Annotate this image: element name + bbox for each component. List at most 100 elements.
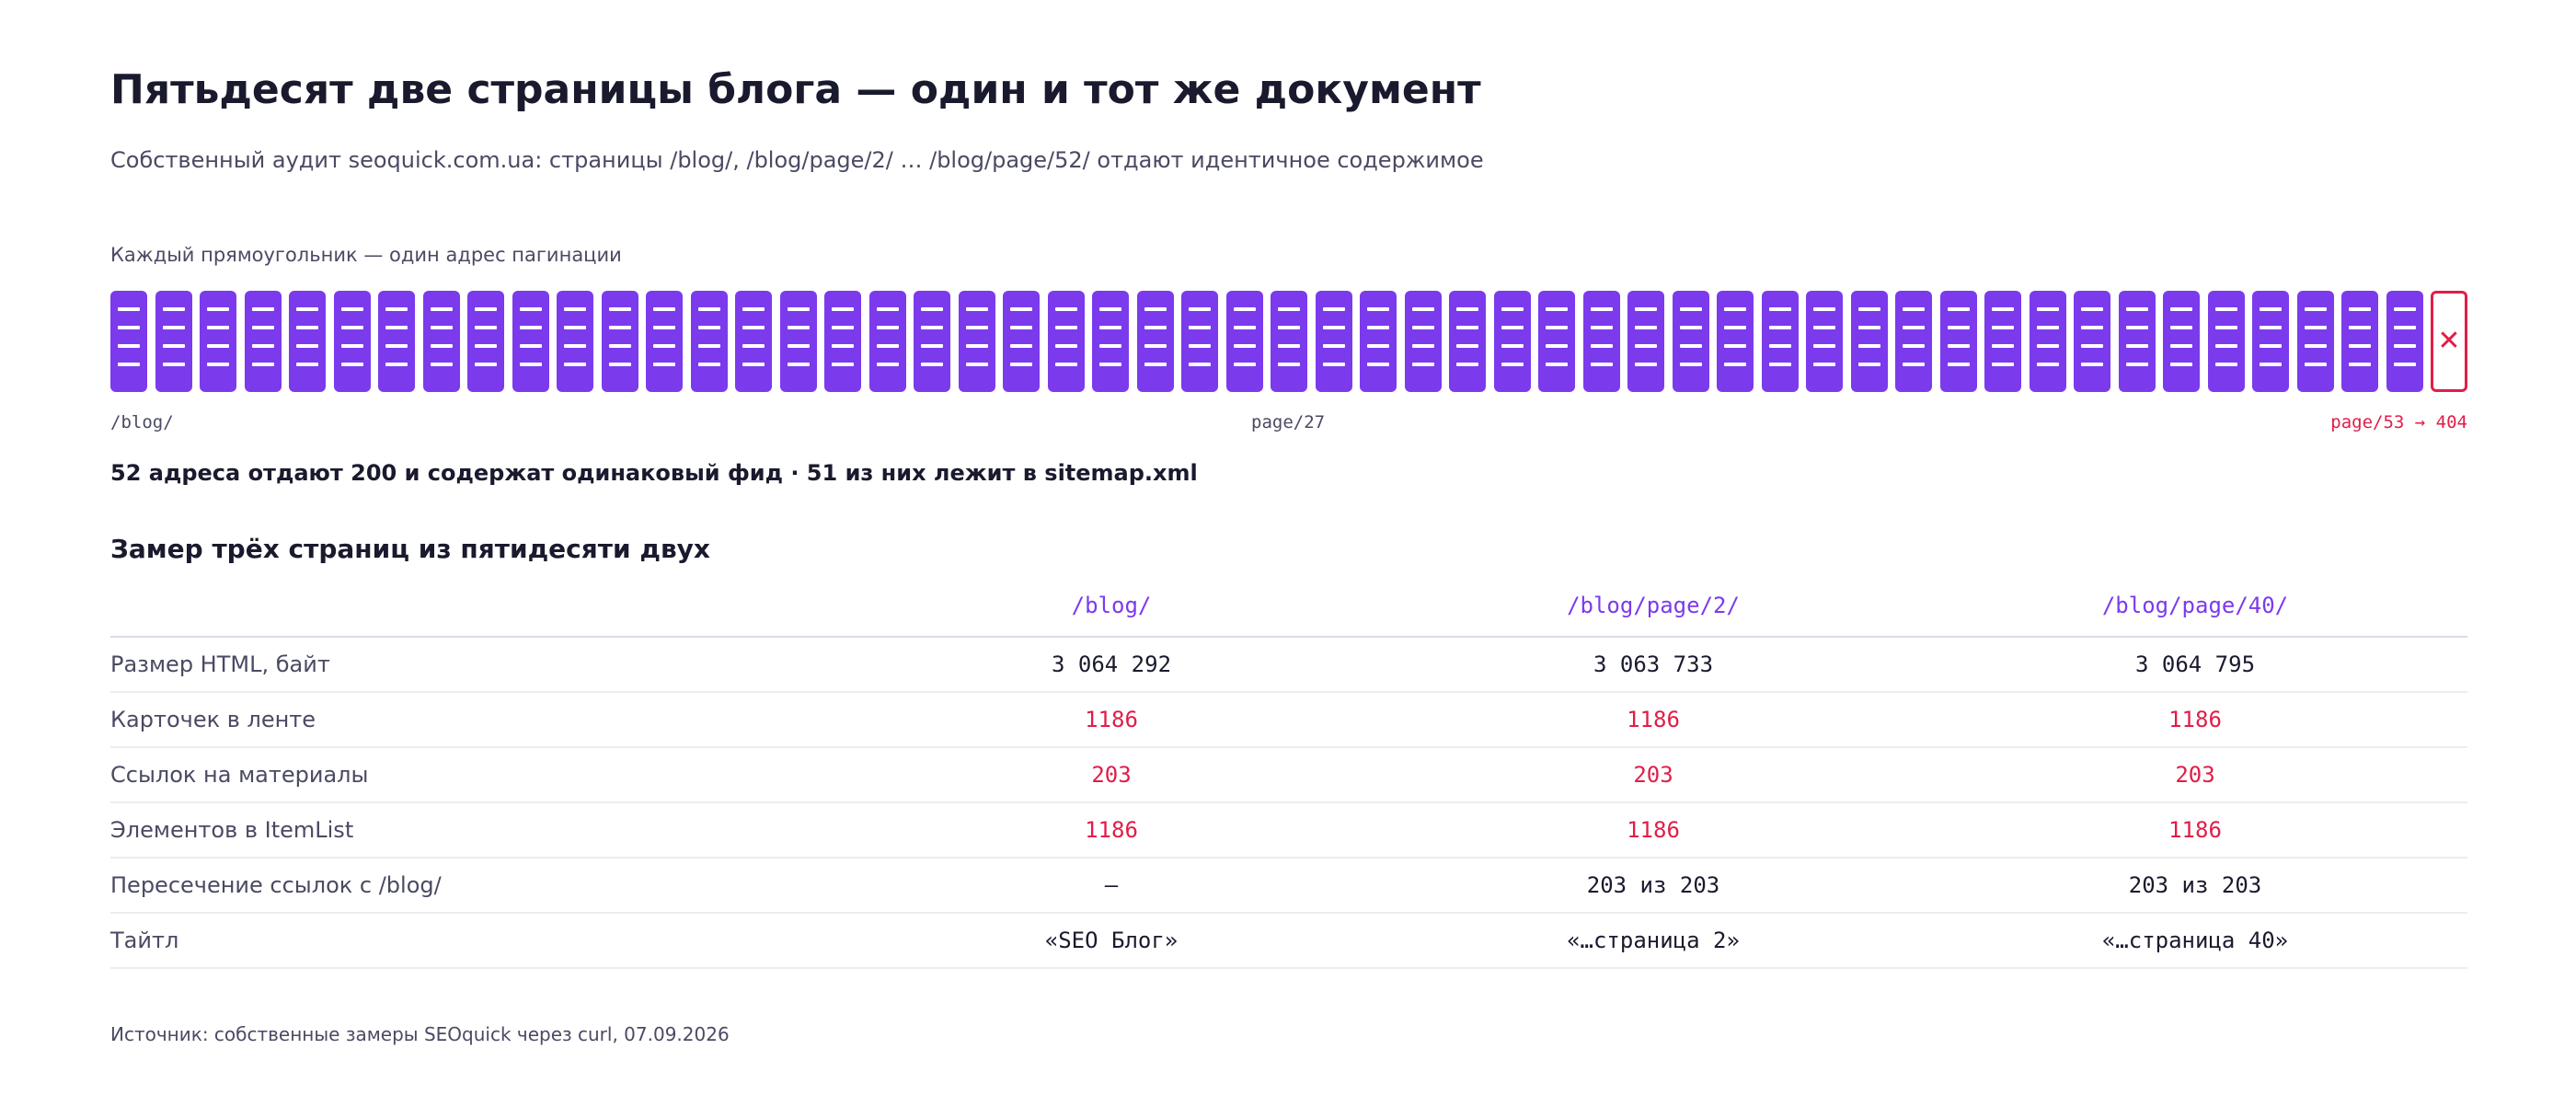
table-cell: «…страница 40» [2101, 928, 2289, 953]
text-line-mark [475, 307, 497, 311]
page-block [690, 291, 728, 392]
text-line-mark [1322, 307, 1345, 311]
text-line-mark [430, 326, 453, 329]
text-line-mark [2170, 344, 2192, 348]
text-line-mark [1813, 363, 1835, 366]
page-block [868, 291, 906, 392]
text-line-mark [2081, 326, 2103, 329]
text-line-mark [118, 326, 140, 329]
text-line-mark [296, 344, 318, 348]
page-block [1181, 291, 1218, 392]
text-line-mark [1456, 307, 1478, 311]
row-label: Размер HTML, байт [110, 651, 330, 677]
text-line-mark [832, 344, 854, 348]
text-line-mark [1233, 363, 1256, 366]
page-block [1627, 291, 1664, 392]
text-line-mark [162, 307, 185, 311]
text-line-mark [162, 326, 185, 329]
page-block [914, 291, 950, 392]
page-block [824, 291, 861, 392]
table-cell: 3 064 292 [1051, 651, 1172, 677]
pagination-strip: ✕ [110, 291, 2467, 392]
text-line-mark [832, 307, 854, 311]
text-line-mark [385, 344, 408, 348]
text-line-mark [653, 326, 675, 329]
text-line-mark [1546, 344, 1568, 348]
text-line-mark [2036, 307, 2059, 311]
text-line-mark [1590, 326, 1613, 329]
text-line-mark [1857, 307, 1880, 311]
table-cell: 1186 [2168, 707, 2222, 732]
table-cell: 1186 [1085, 817, 1138, 843]
page-block [1493, 291, 1531, 392]
page-block [467, 291, 504, 392]
table-cell: — [1104, 872, 1119, 898]
text-line-mark [1590, 363, 1613, 366]
text-line-mark [1992, 326, 2014, 329]
text-line-mark [2036, 344, 2059, 348]
text-line-mark [2214, 363, 2237, 366]
text-line-mark [1768, 344, 1791, 348]
page-block [2029, 291, 2066, 392]
text-line-mark [1724, 363, 1746, 366]
text-line-mark [742, 307, 765, 311]
page-block [333, 291, 371, 392]
text-line-mark [207, 363, 229, 366]
page-block [958, 291, 995, 392]
page-block [779, 291, 817, 392]
text-line-mark [2393, 307, 2416, 311]
text-line-mark [697, 307, 720, 311]
text-line-mark [1411, 326, 1434, 329]
text-line-mark [2393, 344, 2416, 348]
text-line-mark [1501, 344, 1524, 348]
text-line-mark [519, 363, 542, 366]
text-line-mark [876, 363, 899, 366]
text-line-mark [742, 363, 765, 366]
text-line-mark [742, 344, 765, 348]
text-line-mark [1010, 344, 1032, 348]
page-block [646, 291, 683, 392]
text-line-mark [564, 326, 586, 329]
text-line-mark [430, 363, 453, 366]
text-line-mark [1768, 363, 1791, 366]
page-block [1717, 291, 1754, 392]
text-line-mark [1233, 326, 1256, 329]
text-line-mark [876, 344, 899, 348]
page-block [2341, 291, 2378, 392]
text-line-mark [697, 363, 720, 366]
text-line-mark [1278, 344, 1300, 348]
text-line-mark [296, 307, 318, 311]
table-cell: 203 [1633, 762, 1673, 788]
text-line-mark [1099, 344, 1121, 348]
page-block [1538, 291, 1575, 392]
text-line-mark [1857, 344, 1880, 348]
page-block [1404, 291, 1442, 392]
text-line-mark [1546, 363, 1568, 366]
text-line-mark [2125, 363, 2148, 366]
text-line-mark [118, 307, 140, 311]
text-line-mark [2170, 326, 2192, 329]
row-label: Пересечение ссылок с /blog/ [110, 872, 442, 898]
text-line-mark [340, 344, 363, 348]
text-line-mark [296, 326, 318, 329]
text-line-mark [2304, 326, 2327, 329]
text-line-mark [1456, 363, 1478, 366]
text-line-mark [1099, 363, 1121, 366]
page-block [1939, 291, 1977, 392]
page-block [2296, 291, 2334, 392]
strip-label-last: page/53 → 404 [2330, 412, 2467, 432]
text-line-mark [1546, 326, 1568, 329]
text-line-mark [340, 363, 363, 366]
text-line-mark [1903, 344, 1925, 348]
text-line-mark [1189, 307, 1211, 311]
page-block [1271, 291, 1307, 392]
text-line-mark [519, 344, 542, 348]
text-line-mark [832, 363, 854, 366]
text-line-mark [1947, 307, 1970, 311]
text-line-mark [697, 326, 720, 329]
page-block [557, 291, 593, 392]
table-cell: 203 из 203 [2128, 872, 2262, 898]
text-line-mark [2349, 363, 2371, 366]
text-line-mark [787, 344, 810, 348]
page-block [1315, 291, 1352, 392]
